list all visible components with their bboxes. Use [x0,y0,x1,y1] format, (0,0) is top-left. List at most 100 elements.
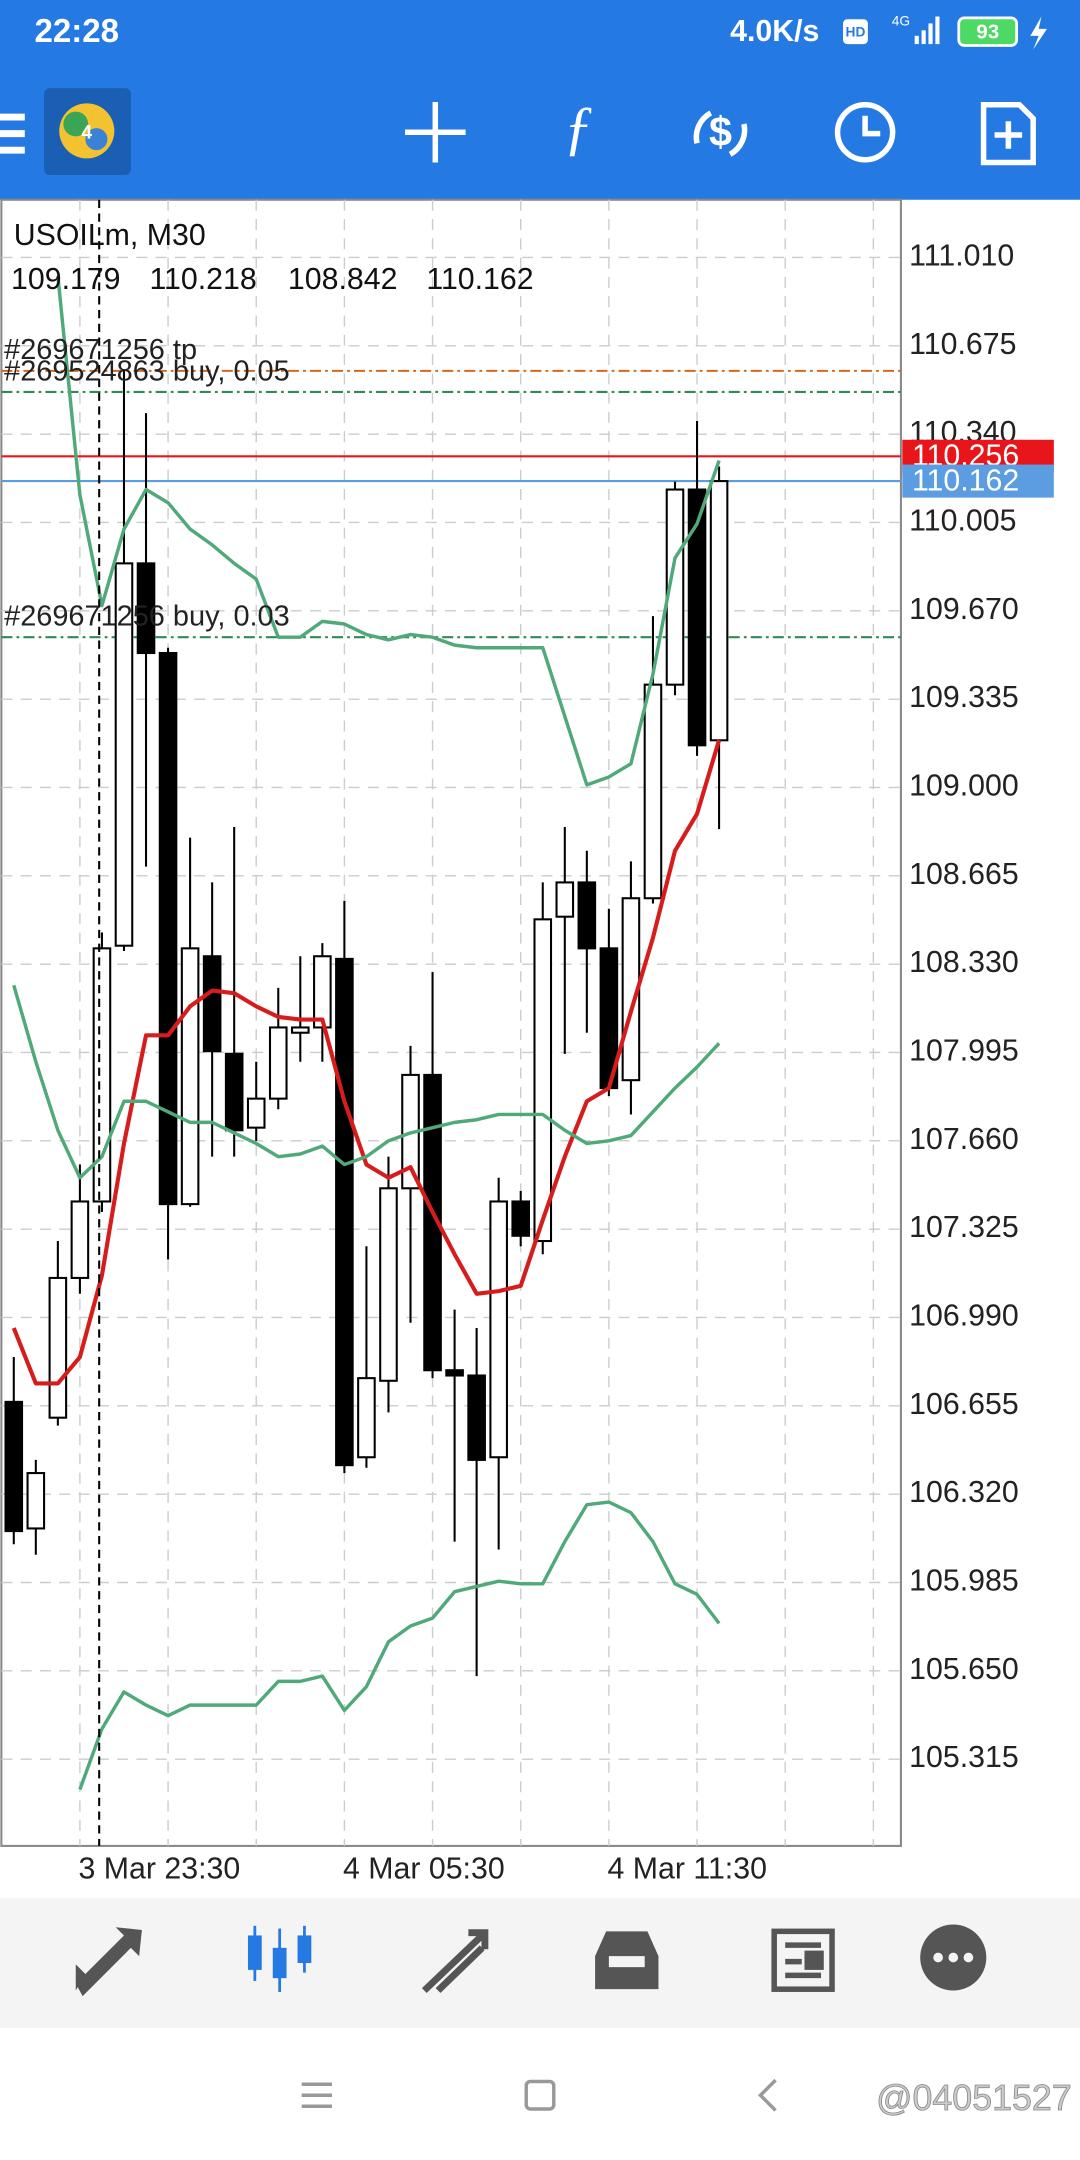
chart-frame [0,198,902,1847]
battery [957,16,1019,47]
back-button[interactable] [757,2078,777,2112]
app-logo[interactable]: 4 [44,88,131,175]
order-label: #269524863 buy, 0.05 [4,355,290,387]
y-tick-label: 111.010 [909,239,1014,272]
ohlc-value: 109.179 [11,263,121,296]
y-tick-label: 109.335 [909,681,1019,714]
y-tick-label: 108.665 [909,858,1019,891]
svg-text:4: 4 [81,123,92,144]
y-tick-label: 108.330 [909,946,1019,979]
clock: 22:28 [34,13,119,50]
candle-body [4,1400,24,1533]
candle-body [467,1374,486,1461]
net-speed: 4.0K/s [730,15,819,48]
y-tick-label: 105.315 [909,1741,1019,1774]
candle-body [48,1276,68,1419]
y-tick-label: 107.660 [909,1123,1019,1156]
candle-body [114,562,134,947]
history-tab[interactable] [595,1931,659,1990]
y-tick-label: 106.990 [909,1299,1019,1332]
quotes-tab[interactable] [75,1927,142,1997]
candle-body [202,955,222,1053]
candle-body [268,1026,288,1100]
candle-body [379,1187,398,1382]
candle-body [92,947,112,1203]
ohlc-header: 109.179 110.218 108.842 110.162 [11,263,534,296]
new-order-button[interactable] [980,101,1036,166]
y-tick-label: 105.650 [909,1653,1019,1686]
candle-body [357,1377,376,1459]
indicators-button[interactable]: ƒ [563,95,593,162]
candle-body [709,480,729,742]
candle-body [489,1200,508,1459]
x-tick-label: 3 Mar 23:30 [79,1853,241,1886]
app-bar [0,0,1080,200]
y-tick-label: 107.995 [909,1034,1019,1067]
svg-text:$: $ [709,109,732,155]
trade-tab[interactable] [421,1929,489,1994]
chart-tab[interactable] [247,1925,312,1992]
chart-title: USOILm, M30 [14,219,206,252]
ohlc-value: 108.842 [288,263,398,296]
hd-label: HD [846,25,866,40]
candle-body [158,651,178,1206]
candle-body [665,488,685,686]
candle-body [423,1073,442,1372]
hd-icon [843,19,868,45]
trade-button[interactable]: $ [693,109,748,157]
home-button[interactable] [524,2079,556,2111]
y-tick-label: 105.985 [909,1564,1019,1597]
ohlc-value: 110.218 [149,263,256,296]
recents-button[interactable] [301,2082,332,2108]
candle-body [335,957,354,1467]
period-button[interactable] [834,101,896,163]
candle-body [445,1369,464,1377]
y-tick-label: 109.000 [909,769,1019,802]
y-tick-label: 110.675 [909,328,1016,361]
order-label: #269671256 tp [4,334,197,366]
crosshair-button[interactable] [405,101,466,163]
battery-level: 93 [976,21,999,44]
indicator-line [78,1500,721,1791]
y-tick-label: 109.670 [909,593,1019,626]
indicator-line [11,739,722,1386]
candle-body [577,881,597,950]
candle-body [246,1097,266,1129]
ohlc-value: 110.162 [426,263,533,296]
watermark: @04051527 [876,2078,1072,2118]
y-tick-label: 110.005 [909,504,1016,537]
y-tick-label: 106.655 [909,1388,1019,1421]
order-label: #269671256 buy, 0.03 [4,601,290,633]
candle-body [555,881,575,918]
bottom-nav [0,1898,1080,2028]
candle-body [511,1200,531,1237]
candle-body [533,918,553,1243]
indicator-line [56,275,721,787]
news-tab[interactable] [771,1928,835,1992]
candle-body [26,1472,46,1530]
chat-tab[interactable] [920,1924,987,1991]
candle-body [224,1052,244,1132]
indicator-line [12,984,721,1180]
candle-body [70,1200,90,1279]
price-box [902,464,1054,498]
axes: 111.010110.675110.340110.005109.670109.3… [4,239,1054,1886]
network-type: 4G [892,14,910,29]
y-tick-label: 107.325 [909,1211,1019,1244]
y-tick-label: 106.320 [909,1476,1019,1509]
price-box-label: 110.162 [912,464,1019,497]
system-nav [301,2078,777,2112]
x-tick-label: 4 Mar 05:30 [343,1853,505,1886]
menu-button[interactable] [0,113,25,154]
x-tick-label: 4 Mar 11:30 [608,1853,767,1886]
candle-body [136,562,156,655]
signal-icon [914,16,940,45]
plot-area [1,275,901,1791]
candle-body [687,488,707,747]
candle-body [180,947,200,1206]
charging-icon [1030,16,1047,50]
candle-body [291,1026,310,1034]
candle-body [643,683,663,900]
